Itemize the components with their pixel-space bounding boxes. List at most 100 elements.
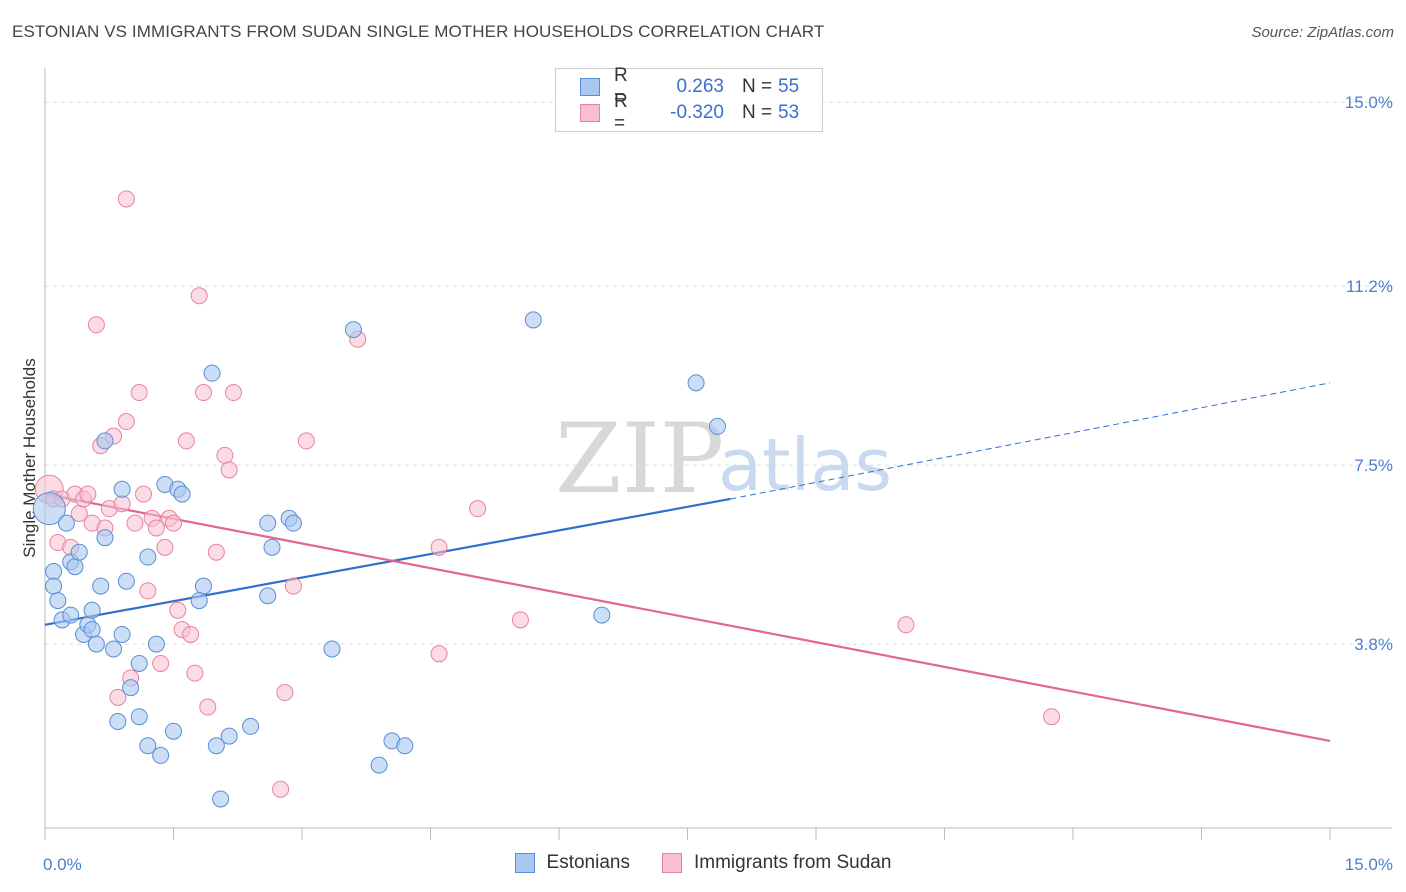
estonians-point — [212, 790, 230, 808]
sudan-point — [126, 514, 144, 532]
legend: R = 0.263 N = 55 R = -0.320 N = 53 — [555, 65, 823, 134]
legend-n-value: 55 — [778, 76, 800, 97]
estonians-point — [130, 654, 148, 672]
bottom-legend: Estonians Immigrants from Sudan — [0, 852, 1406, 874]
sudan-point — [152, 654, 170, 672]
legend-n-label: N = — [742, 102, 773, 123]
estonians-point — [593, 606, 611, 624]
legend-swatch-sudan — [580, 104, 600, 122]
bottom-legend-swatch-estonians — [514, 853, 535, 873]
sudan-point — [220, 461, 238, 479]
sudan-point — [117, 413, 135, 431]
legend-row-sudan: R = -0.320 N = 53 — [580, 91, 800, 134]
estonians-point — [83, 601, 101, 619]
estonians-point — [96, 432, 114, 450]
y-tick-label: 7.5% — [1354, 456, 1393, 475]
estonians-point — [370, 756, 388, 774]
gridlines — [45, 101, 1392, 645]
estonians-point — [117, 572, 135, 590]
estonians-point — [284, 514, 302, 532]
sudan-point — [224, 384, 242, 402]
sudan-point — [169, 601, 187, 619]
watermark-atlas: atlas — [718, 423, 892, 507]
estonians-point — [130, 708, 148, 726]
sudan-point — [156, 538, 174, 556]
y-axis-label: Single Mother Households — [20, 358, 39, 557]
estonians-point — [203, 364, 221, 382]
estonians-point — [139, 548, 157, 566]
sudan-point — [182, 625, 200, 643]
estonians-point — [173, 485, 191, 503]
estonians-point — [87, 635, 105, 653]
estonians-point — [70, 543, 88, 561]
estonians-point — [190, 592, 208, 610]
sudan-point — [511, 611, 529, 629]
legend-swatch-estonians — [580, 78, 600, 96]
sudan-point — [272, 780, 290, 798]
estonians-point — [32, 492, 66, 526]
estonians-point — [220, 727, 238, 745]
bottom-legend-label-sudan: Immigrants from Sudan — [693, 852, 892, 873]
y-tick-label: 11.2% — [1346, 277, 1393, 296]
legend-n-value: 53 — [778, 102, 800, 123]
bottom-legend-sudan[interactable]: Immigrants from Sudan — [661, 852, 892, 874]
estonians-point — [96, 529, 114, 547]
estonians-point — [45, 577, 63, 595]
estonians-point — [83, 621, 101, 639]
estonians-point — [242, 717, 260, 735]
estonians-point — [708, 417, 726, 435]
source-label: Source: ZipAtlas.com — [1251, 24, 1394, 41]
sudan-points — [34, 190, 1061, 798]
estonians-point — [92, 577, 110, 595]
estonians-point — [66, 558, 84, 576]
estonians-point — [259, 514, 277, 532]
estonians-point — [109, 713, 127, 731]
sudan-point — [284, 577, 302, 595]
bottom-legend-label-estonians: Estonians — [546, 852, 630, 873]
sudan-point — [130, 384, 148, 402]
axes — [44, 68, 1392, 840]
sudan-point — [113, 495, 131, 513]
sudan-point — [194, 384, 212, 402]
watermark-zip: ZIP — [555, 403, 724, 515]
estonians-point — [113, 625, 131, 643]
legend-r-value: 0.263 — [676, 76, 724, 97]
sudan-point — [207, 543, 225, 561]
estonians-point — [152, 746, 170, 764]
watermark: ZIP atlas — [555, 403, 892, 515]
trendlines — [44, 382, 1331, 742]
sudan-point — [79, 485, 97, 503]
tick-labels: 3.8% 7.5% 11.2% 15.0% 0.0% 15.0% — [43, 93, 1393, 874]
estonians-point — [165, 722, 182, 740]
sudan-point — [147, 519, 165, 537]
sudan-point — [186, 664, 204, 682]
estonians-trendline — [44, 497, 731, 626]
estonians-point — [113, 480, 131, 498]
sudan-trendline — [44, 493, 1331, 742]
estonians-point — [194, 577, 212, 595]
sudan-point — [135, 485, 153, 503]
estonians-point — [122, 679, 140, 697]
sudan-point — [199, 698, 217, 716]
estonians-point — [207, 737, 225, 755]
sudan-point — [190, 287, 208, 305]
sudan-point — [177, 432, 195, 450]
sudan-point — [276, 684, 294, 702]
x-tick-label: 15.0% — [1345, 855, 1393, 874]
sudan-point — [430, 645, 448, 663]
estonians-point — [687, 374, 705, 392]
legend-row-estonians: R = 0.263 N = 55 — [580, 65, 800, 108]
bottom-legend-estonians[interactable]: Estonians — [514, 852, 630, 874]
x-tick-label: 0.0% — [43, 855, 82, 874]
estonians-point — [524, 311, 542, 329]
sudan-point — [87, 316, 105, 334]
estonians-point — [344, 321, 362, 339]
estonians-points — [32, 311, 726, 808]
estonians-trendline-extension — [730, 382, 1331, 500]
estonians-point — [49, 592, 67, 610]
sudan-point — [430, 538, 448, 556]
estonians-point — [105, 640, 123, 658]
legend-r-label: R = — [614, 91, 628, 134]
y-tick-label: 15.0% — [1345, 93, 1393, 112]
